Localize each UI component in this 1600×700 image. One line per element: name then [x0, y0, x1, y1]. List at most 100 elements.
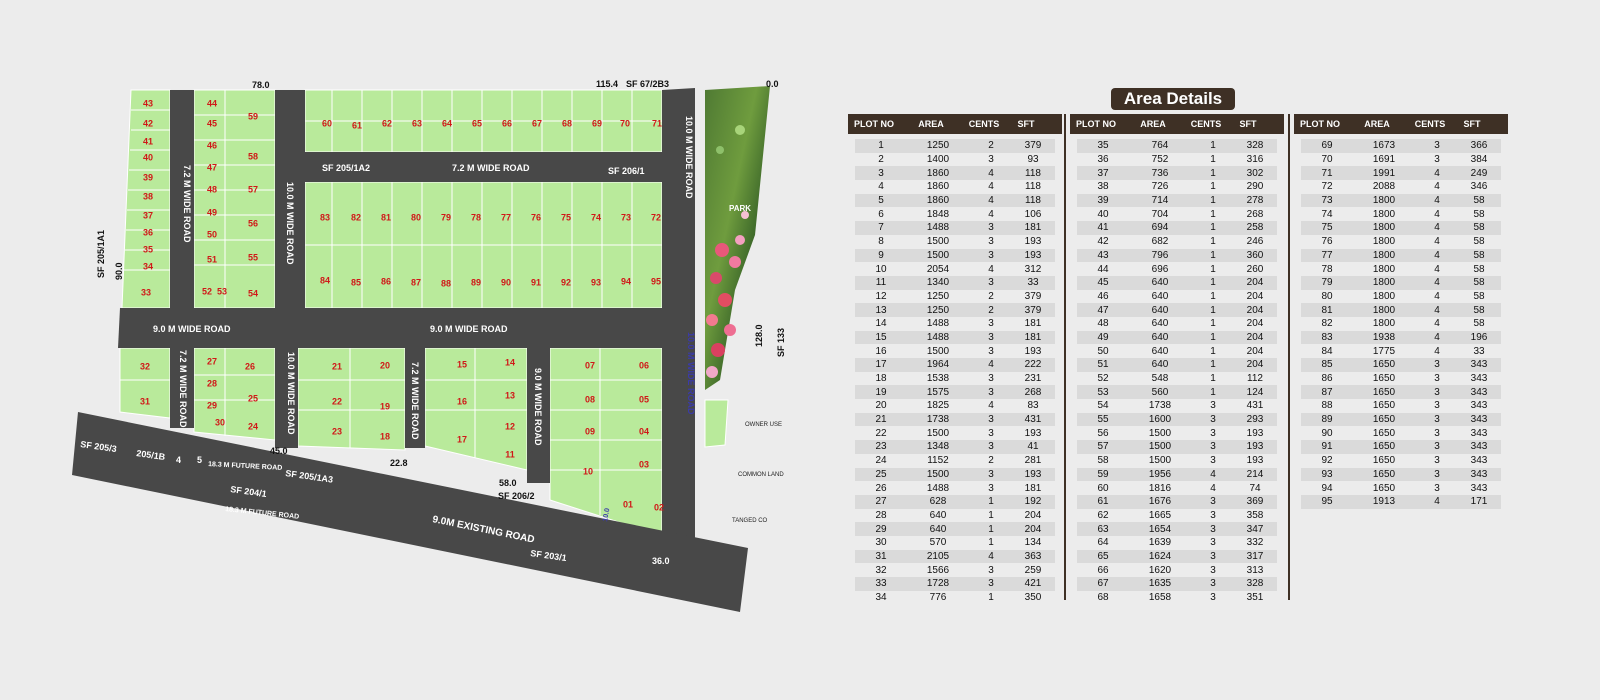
table-cell: 15: [875, 331, 887, 343]
road-label-72-lower-mid: 7.2 M WIDE ROAD: [410, 362, 420, 440]
table-cell: 640: [1151, 304, 1169, 316]
table-cell: 204: [1246, 304, 1264, 316]
table-cell: 13: [875, 304, 887, 316]
table-cell: 1: [1210, 208, 1216, 220]
table-cell: 92: [1321, 455, 1333, 467]
svg-text:26: 26: [245, 361, 255, 371]
svg-text:14: 14: [505, 357, 515, 367]
table-cell: 1620: [1148, 564, 1172, 576]
table-cell: 17: [875, 359, 887, 371]
table-cell: 106: [1024, 208, 1042, 220]
table-cell: 70: [1321, 154, 1333, 166]
plot-divisions: [120, 90, 662, 515]
table-cell: 1800: [1372, 277, 1396, 289]
svg-text:22: 22: [332, 396, 342, 406]
owner-use-area: [704, 399, 729, 448]
svg-text:39: 39: [143, 172, 153, 182]
table-cell: 4: [1434, 290, 1440, 302]
header-cell: CENTS: [1414, 119, 1446, 129]
table-row: 33 1728 3 421: [855, 577, 1055, 591]
header-cell: PLOT NO: [1076, 119, 1116, 129]
table-cell: 1650: [1372, 427, 1396, 439]
table-cell: 1676: [1148, 496, 1172, 508]
table-row: 23 1348 3 41: [855, 440, 1055, 454]
table-cell: 1: [1210, 263, 1216, 275]
table-cell: 193: [1024, 249, 1042, 261]
table-cell: 1: [1210, 359, 1216, 371]
table-cell: 379: [1024, 140, 1042, 152]
label-d450: 45.0: [270, 446, 288, 456]
table-cell: 1575: [926, 386, 950, 398]
table-cell: 4: [1434, 167, 1440, 179]
table-row: 6 1848 4 106: [855, 207, 1055, 221]
table-cell: 1825: [926, 400, 950, 412]
table-cell: 94: [1321, 482, 1333, 494]
table-cell: 246: [1246, 236, 1264, 248]
svg-text:62: 62: [382, 118, 392, 128]
table-cell: 4: [1434, 249, 1440, 261]
table-cell: 640: [1151, 290, 1169, 302]
table-cell: 640: [1151, 318, 1169, 330]
table-row: 16 1500 3 193: [855, 344, 1055, 358]
svg-text:92: 92: [561, 277, 571, 287]
table-cell: 2088: [1372, 181, 1396, 193]
svg-text:37: 37: [143, 210, 153, 220]
table-cell: 21: [875, 414, 887, 426]
table-cell: 181: [1024, 222, 1042, 234]
table-row: 47 640 1 204: [1077, 303, 1277, 317]
table-row: 55 1600 3 293: [1077, 412, 1277, 427]
table-cell: 1: [1210, 345, 1216, 357]
table-cell: 204: [1246, 331, 1264, 343]
table-cell: 4: [988, 195, 994, 207]
table-cell: 66: [1097, 564, 1109, 576]
svg-text:16: 16: [457, 396, 467, 406]
svg-text:02: 02: [654, 502, 664, 512]
table-cell: 343: [1470, 482, 1488, 494]
svg-text:76: 76: [531, 212, 541, 222]
table-row: 9 1500 3 193: [855, 248, 1055, 263]
table-row: 30 570 1 134: [855, 536, 1055, 550]
svg-text:95: 95: [651, 276, 661, 286]
table-cell: 74: [1321, 208, 1333, 220]
table-cell: 384: [1470, 154, 1488, 166]
table-cell: 35: [1097, 140, 1109, 152]
table-row: 51 640 1 204: [1077, 358, 1277, 372]
table-cell: 640: [1151, 331, 1169, 343]
table-cell: 3: [1434, 427, 1440, 439]
svg-text:23: 23: [332, 426, 342, 436]
label-5: 5: [197, 455, 202, 465]
table-header: PLOT NO AREA CENTS SFT: [1294, 114, 1508, 134]
svg-text:61: 61: [352, 120, 362, 130]
table-cell: 1500: [1148, 427, 1172, 439]
table-cell: 58: [1473, 263, 1485, 275]
table-cell: 93: [1027, 154, 1039, 166]
svg-text:46: 46: [207, 140, 217, 150]
table-cell: 1600: [1148, 414, 1172, 426]
svg-text:36: 36: [143, 227, 153, 237]
label-sf133: SF 133: [776, 328, 786, 357]
table-cell: 3: [1434, 373, 1440, 385]
table-cell: 29: [875, 523, 887, 535]
label-d00: 0.0: [766, 79, 779, 89]
table-cell: 73: [1321, 195, 1333, 207]
table-cell: 347: [1246, 523, 1264, 535]
label-sf206-2: SF 206/2: [498, 491, 535, 501]
table-cell: 78: [1321, 263, 1333, 275]
table-cell: 640: [1151, 277, 1169, 289]
table-row: 18 1538 3 231: [855, 372, 1055, 386]
table-cell: 3: [1210, 523, 1216, 535]
table-cell: 3: [988, 427, 994, 439]
table-cell: 30: [875, 537, 887, 549]
table-row: 89 1650 3 343: [1301, 412, 1501, 427]
table-cell: 83: [1321, 331, 1333, 343]
svg-text:67: 67: [532, 118, 542, 128]
table-row: 39 714 1 278: [1077, 193, 1277, 208]
table-cell: 55: [1097, 414, 1109, 426]
table-cell: 89: [1321, 414, 1333, 426]
table-cell: 1488: [926, 482, 950, 494]
table-cell: 1848: [926, 208, 950, 220]
table-cell: 3: [1434, 154, 1440, 166]
table-row: 84 1775 4 33: [1301, 344, 1501, 358]
table-cell: 193: [1246, 427, 1264, 439]
label-sf67: SF 67/2B3: [626, 79, 669, 89]
